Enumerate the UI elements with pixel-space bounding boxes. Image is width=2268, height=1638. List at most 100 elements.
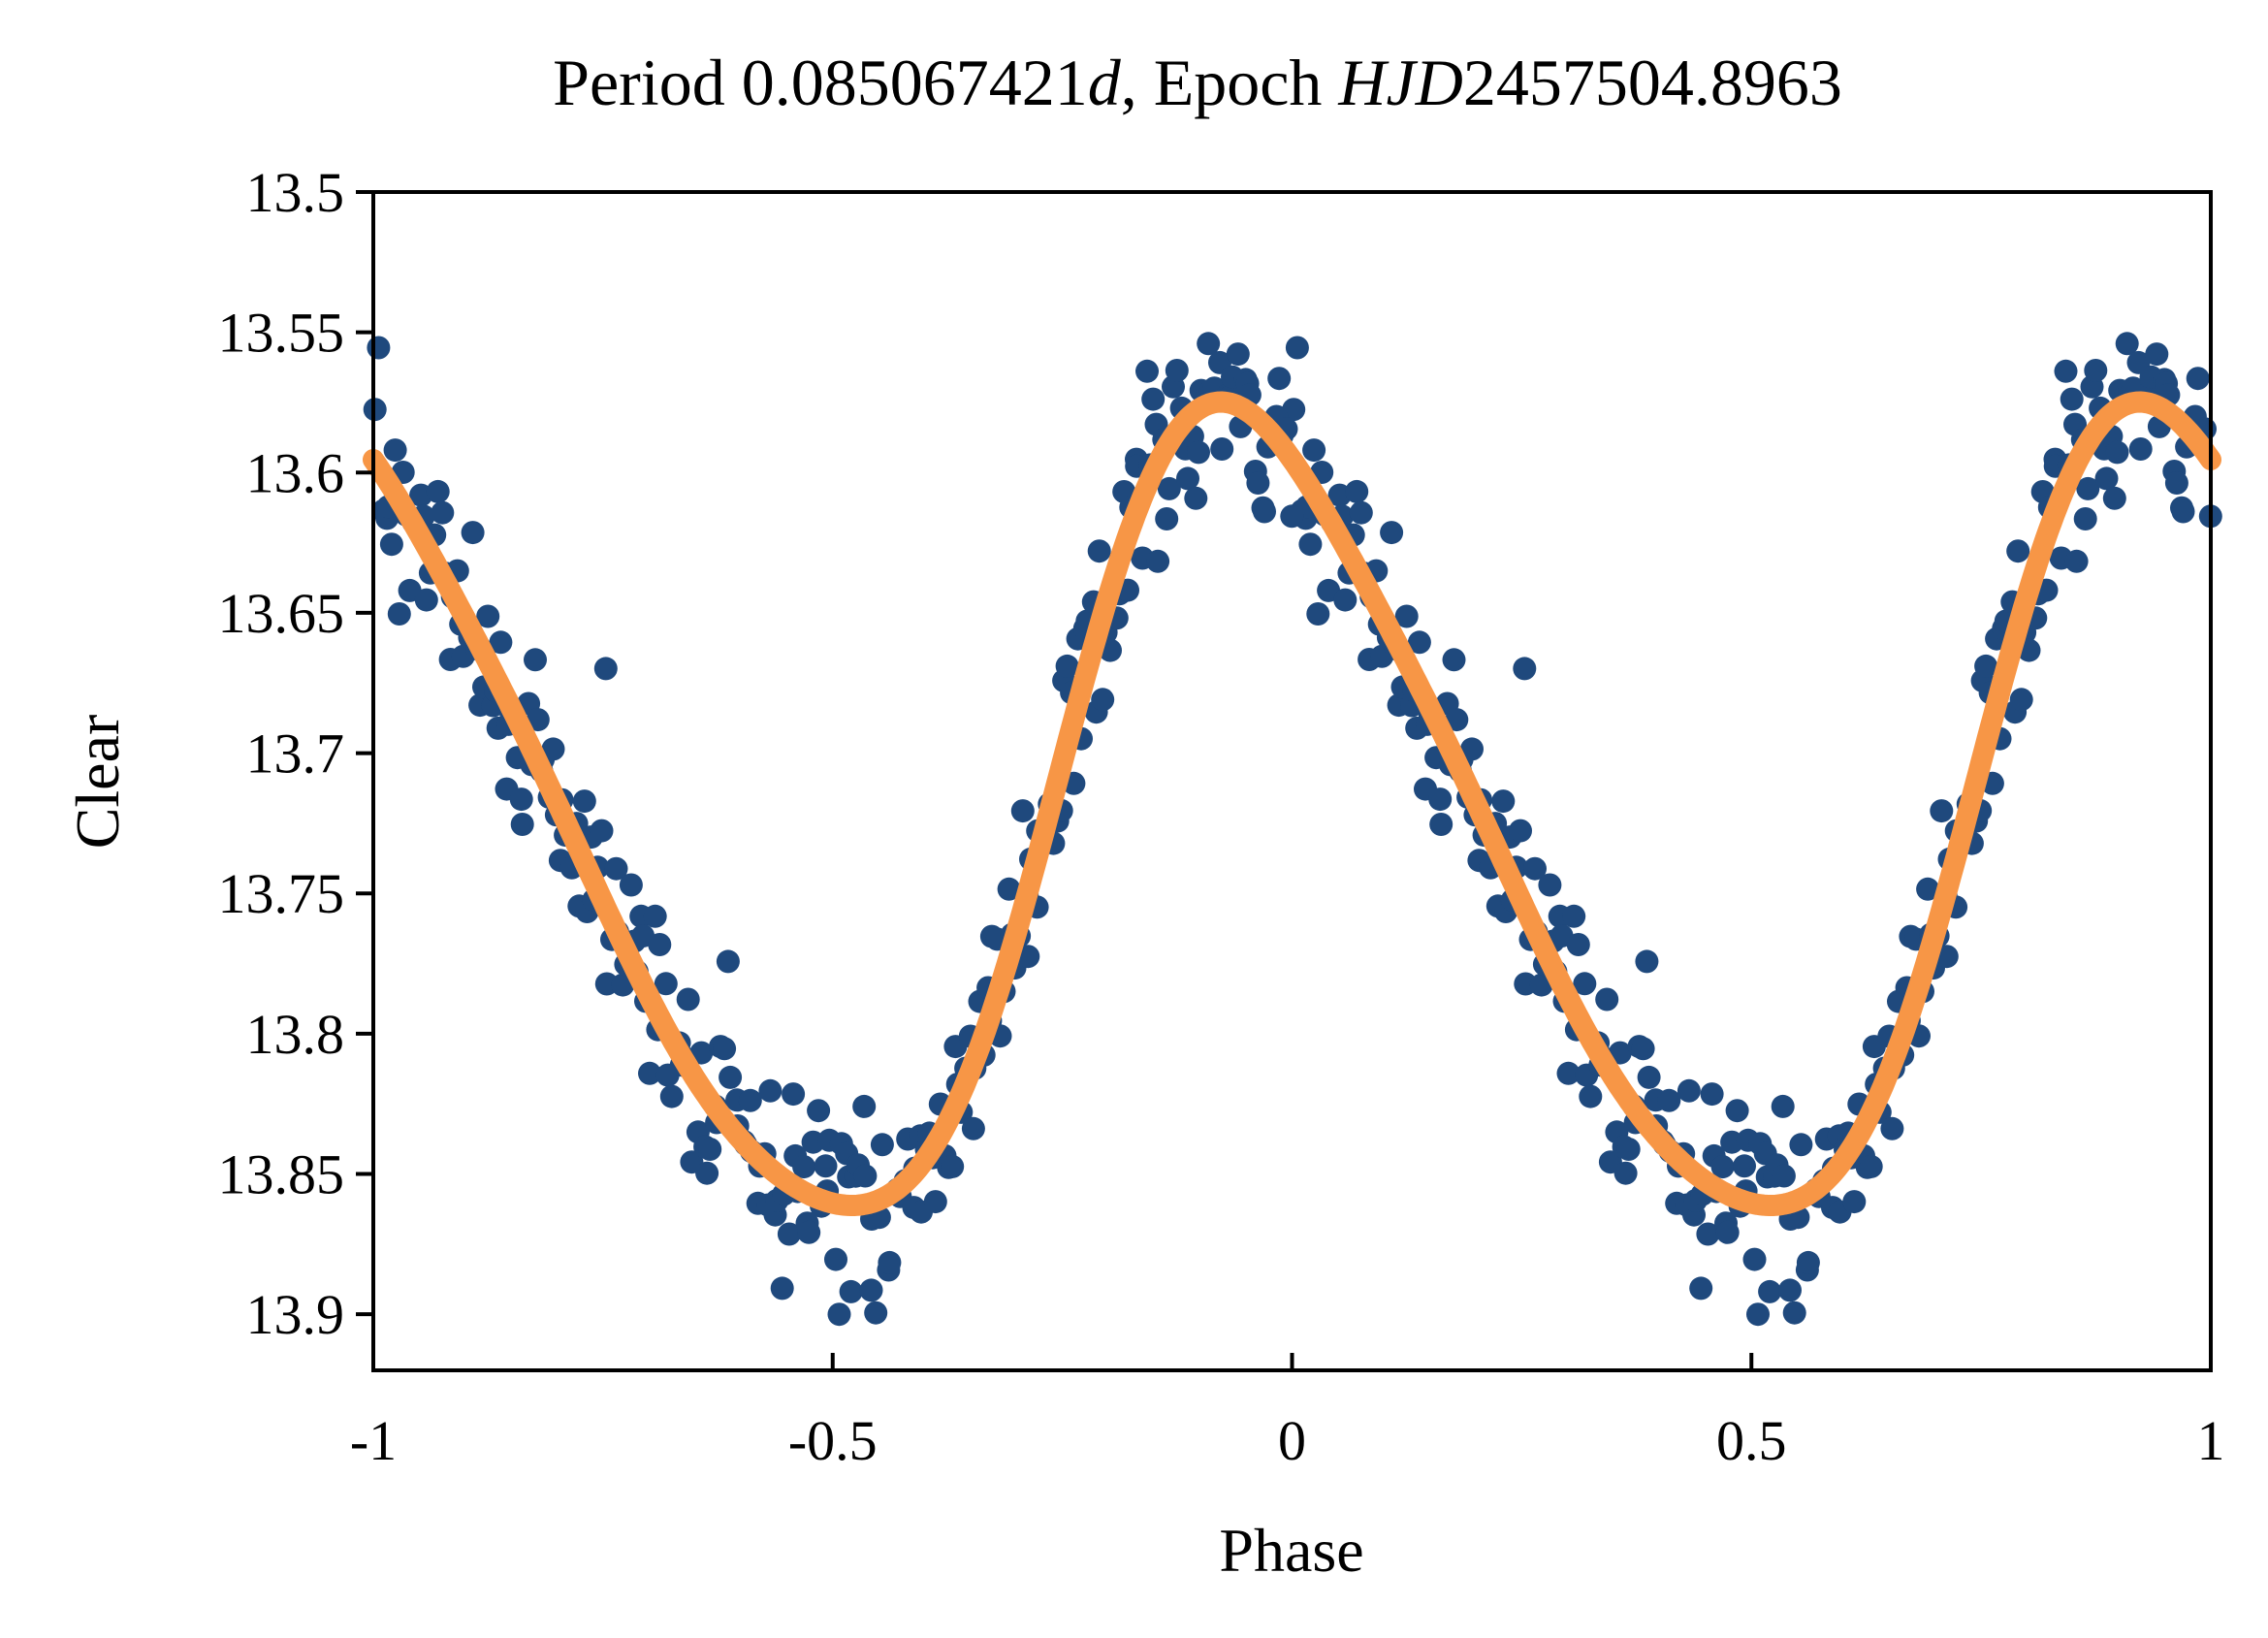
data-point (510, 813, 534, 836)
plot-frame (371, 190, 2213, 1372)
data-point (827, 1302, 851, 1327)
data-point (2006, 539, 2030, 563)
y-tick-label: 13.55 (218, 302, 345, 365)
data-point (1345, 479, 1369, 503)
data-point (1513, 657, 1537, 681)
data-point (997, 877, 1021, 901)
data-point (676, 987, 700, 1012)
data-point (1306, 602, 1330, 626)
title-period-unit: d (1088, 46, 1122, 119)
data-point (1916, 877, 1940, 901)
y-tick-label: 13.9 (246, 1283, 345, 1346)
data-point (526, 708, 550, 732)
data-point (2076, 476, 2100, 500)
data-point (2073, 507, 2097, 530)
data-point (1197, 332, 1221, 356)
data-point (1771, 1094, 1795, 1118)
data-point (1091, 688, 1115, 712)
data-point (859, 1278, 883, 1302)
data-point (2128, 437, 2153, 461)
data-point (461, 521, 485, 545)
fit-line (363, 391, 2221, 1216)
data-point (792, 1155, 816, 1179)
data-point (1859, 1154, 1883, 1178)
y-tick-label: 13.5 (246, 161, 345, 224)
data-point (1146, 549, 1170, 573)
y-tick-label: 13.65 (218, 582, 345, 645)
data-point (509, 787, 533, 812)
title-period: Period 0.085067421 (553, 46, 1088, 119)
data-point (590, 819, 614, 843)
data-point (1733, 1154, 1756, 1178)
data-point (870, 1133, 894, 1157)
x-tick-label: -0.5 (788, 1409, 878, 1472)
data-point (1700, 1082, 1724, 1107)
data-point (383, 438, 407, 463)
observation-points (363, 332, 2222, 1327)
data-point (852, 1094, 877, 1118)
data-point (1226, 342, 1250, 367)
data-point (654, 972, 678, 996)
data-point (1087, 539, 1111, 563)
chart-title: Period 0.085067421d, Epoch HJD2457504.89… (553, 46, 1842, 119)
data-point (2145, 342, 2169, 367)
data-point (1157, 476, 1181, 500)
data-point (2186, 367, 2210, 391)
data-point (1616, 1138, 1641, 1161)
data-point (431, 500, 455, 525)
data-point (1789, 1133, 1813, 1157)
data-point (1710, 1155, 1735, 1179)
x-tick-label: 1 (2197, 1409, 2225, 1472)
data-point (1725, 1099, 1749, 1123)
data-point (797, 1220, 821, 1244)
data-point (2105, 440, 2129, 465)
data-point (2115, 332, 2139, 356)
data-point (941, 1154, 965, 1178)
data-point (572, 789, 596, 814)
data-point (1176, 466, 1199, 491)
data-point (1184, 486, 1208, 510)
y-tick-label: 13.7 (246, 723, 345, 786)
data-point (1637, 1065, 1661, 1089)
data-point (1595, 987, 1619, 1012)
y-tick-label: 13.6 (246, 441, 345, 504)
data-point (719, 1065, 743, 1089)
data-point (593, 657, 618, 681)
data-point (1333, 588, 1358, 612)
data-point (1782, 1301, 1806, 1325)
data-point (1715, 1220, 1740, 1244)
data-point (1349, 500, 1373, 525)
data-point (1880, 1116, 1904, 1140)
data-point (1055, 654, 1079, 678)
data-point (1141, 387, 1166, 411)
data-point (2060, 387, 2084, 411)
data-point (1934, 945, 1959, 969)
data-point (695, 1161, 719, 1185)
data-point (1758, 1279, 1782, 1303)
data-point (1635, 949, 1659, 974)
data-point (853, 1164, 878, 1188)
data-point (698, 1138, 722, 1161)
data-point (1742, 1247, 1767, 1271)
data-point (1267, 367, 1292, 391)
data-point (758, 1078, 783, 1103)
data-point (1246, 471, 1270, 495)
data-point (1930, 799, 1954, 823)
data-point (1562, 904, 1586, 928)
data-point (541, 737, 565, 761)
x-tick-label: 0 (1278, 1409, 1306, 1472)
title-epoch-value: 2457504.8963 (1463, 46, 1842, 119)
data-point (1135, 359, 1159, 383)
y-tick-label: 13.8 (246, 1003, 345, 1066)
data-point (387, 602, 411, 626)
title-separator: , Epoch (1121, 46, 1339, 119)
data-point (1677, 1078, 1701, 1103)
data-point (1460, 737, 1484, 761)
data-point (1974, 654, 1998, 678)
data-point (379, 532, 403, 557)
data-point (1613, 1161, 1638, 1185)
data-point (489, 630, 513, 655)
data-point (1285, 336, 1309, 360)
x-axis-ticks: -1 -0.5 0 0.5 1 (350, 1353, 2225, 1472)
